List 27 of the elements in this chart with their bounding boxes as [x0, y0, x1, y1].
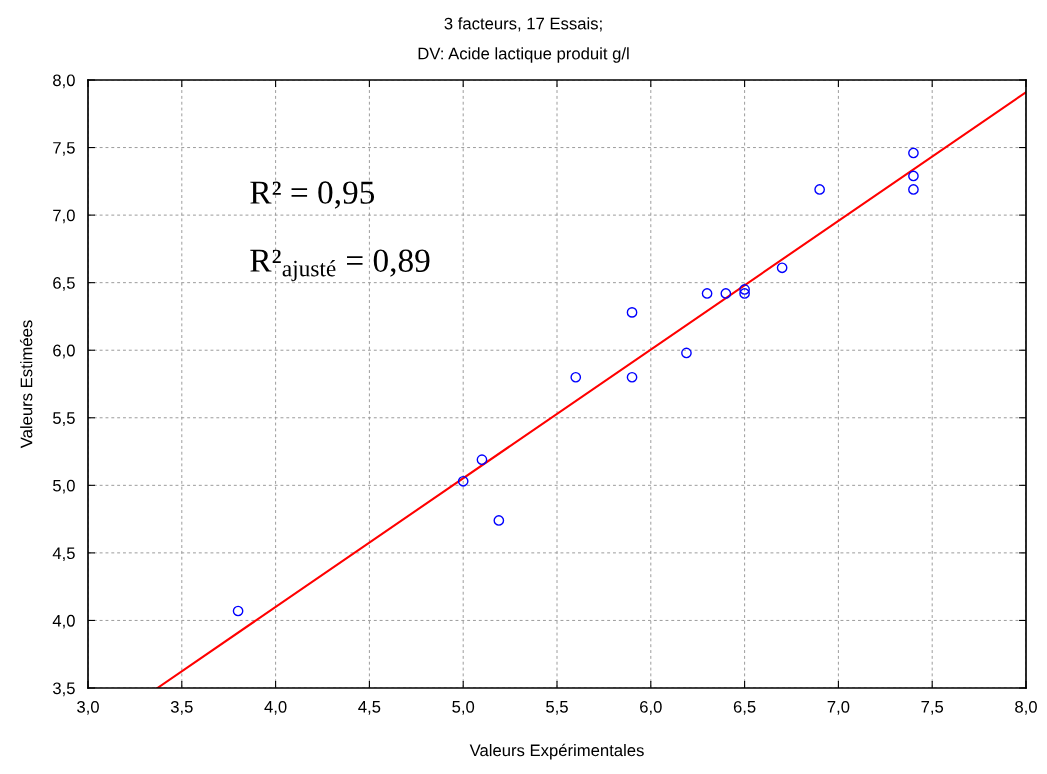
y-tick-label: 4,5 — [52, 547, 75, 562]
y-tick-label: 6,0 — [53, 344, 75, 359]
chart-subtitle: DV: Acide lactique produit g/l — [418, 47, 629, 63]
x-tick-label: 4,5 — [358, 701, 381, 715]
annotation: R² = 0,95 — [250, 181, 375, 209]
x-tick-label: 6,0 — [640, 700, 662, 715]
y-axis-title: Valeurs Estimées — [19, 320, 33, 449]
x-tick-label: 3,0 — [77, 700, 99, 715]
x-tick-label: 5,0 — [452, 700, 475, 715]
y-tick-label: 5,5 — [53, 412, 75, 426]
x-tick-label: 7,0 — [827, 700, 850, 715]
x-tick-label: 3,5 — [170, 700, 193, 715]
chart-title: 3 facteurs, 17 Essais; — [444, 17, 602, 32]
x-tick-label: 4,0 — [264, 700, 287, 715]
y-tick-label: 3,5 — [52, 682, 75, 697]
x-axis-title: Valeurs Expérimentales — [469, 743, 644, 760]
y-tick-label: 4,0 — [52, 614, 75, 629]
x-tick-label: 7,5 — [921, 701, 944, 715]
annotation: R²$_{ajusté}$ = 0,89 — [250, 249, 430, 282]
y-tick-label: 7,5 — [53, 142, 75, 156]
y-tick-label: 7,0 — [53, 209, 75, 224]
x-tick-label: 6,5 — [733, 700, 756, 715]
x-tick-label: 8,0 — [1015, 700, 1037, 715]
x-tick-label: 5,5 — [546, 701, 568, 715]
y-tick-label: 8,0 — [53, 74, 75, 89]
y-tick-label: 5,0 — [53, 479, 75, 494]
y-tick-label: 6,5 — [53, 277, 75, 291]
